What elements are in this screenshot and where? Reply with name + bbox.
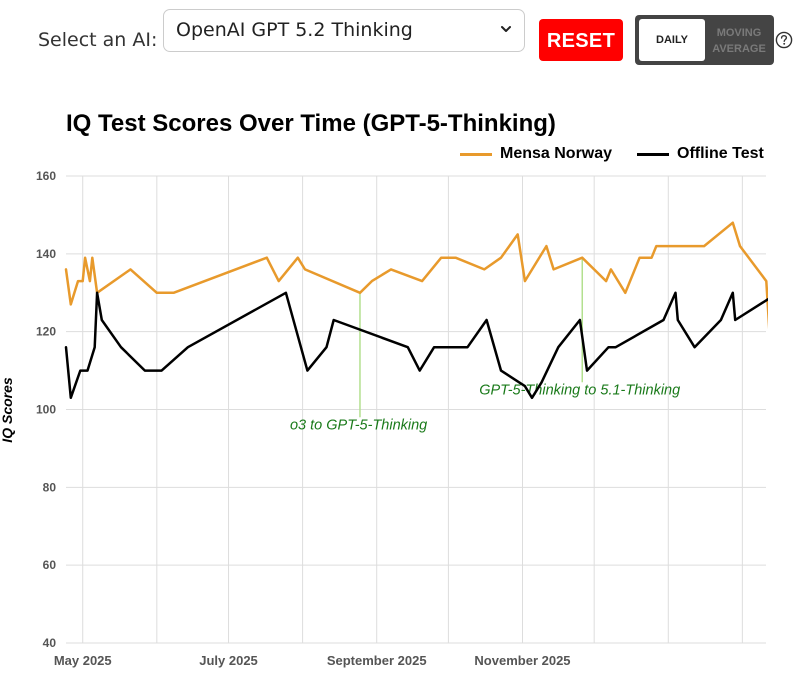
toggle-moving-average-option[interactable]: MOVING AVERAGE [712,27,766,55]
ai-select-value: OpenAI GPT 5.2 Thinking [176,19,413,41]
y-tick-label: 100 [36,403,56,417]
x-tick-label: May 2025 [54,653,112,668]
daily-moving-average-toggle[interactable]: DAILY MOVING AVERAGE [635,15,774,65]
legend-label-mensa-norway: Mensa Norway [500,145,613,162]
y-axis-label: IQ Scores [0,377,15,443]
legend-swatch-offline-test [637,153,669,156]
annotation-label: GPT-5-Thinking to 5.1-Thinking [479,382,680,398]
y-tick-label: 40 [43,636,57,650]
y-tick-label: 80 [43,480,57,494]
legend-label-offline-test: Offline Test [677,145,764,162]
y-tick-label: 140 [36,247,56,261]
control-bar: Select an AI: OpenAI GPT 5.2 Thinking RE… [0,0,810,80]
chevron-down-icon [501,26,511,32]
x-tick-label: July 2025 [199,653,258,668]
y-tick-label: 60 [43,558,57,572]
chart-grid [66,175,766,644]
ai-select-dropdown[interactable]: OpenAI GPT 5.2 Thinking [163,9,525,52]
annotation-label: o3 to GPT-5-Thinking [290,417,427,433]
legend-swatch-mensa-norway [460,153,492,156]
x-tick-label: September 2025 [327,653,427,668]
x-tick-label: November 2025 [474,653,570,668]
series-line-offline-test [64,291,768,400]
chart-annotations: o3 to GPT-5-Thinking GPT-5-Thinking to 5.… [290,257,680,433]
y-tick-label: 120 [36,325,56,339]
select-ai-label: Select an AI: [38,29,158,51]
y-tick-label: 160 [36,169,56,183]
question-circle-icon[interactable] [775,31,793,49]
reset-button[interactable]: RESET [539,19,623,61]
toggle-daily-option[interactable]: DAILY [639,19,705,61]
chart-title: IQ Test Scores Over Time (GPT-5-Thinking… [66,110,556,137]
chart-ticks: 40 60 80 100 120 140 160 May 2025 July 2025 Septe… [36,169,571,668]
chart-series [64,221,768,400]
series-line-mensa-norway [64,221,768,330]
